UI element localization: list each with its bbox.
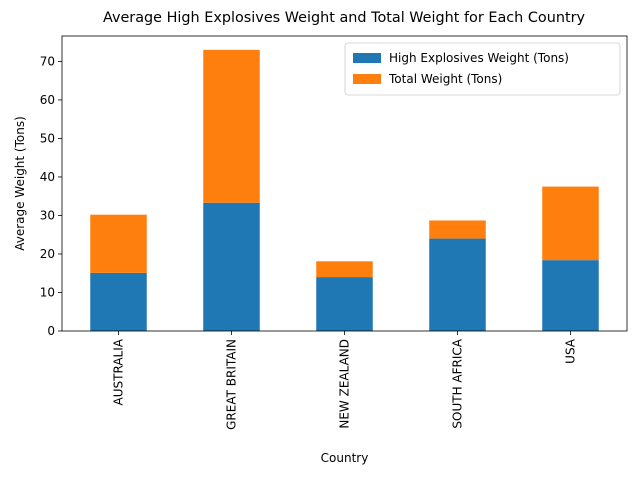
y-axis-label: Average Weight (Tons) <box>13 116 27 251</box>
bar-total-2 <box>316 261 373 278</box>
bar-high-explosives-1 <box>203 202 260 331</box>
legend-swatch <box>353 53 381 63</box>
x-tick-label: SOUTH AFRICA <box>451 338 465 428</box>
y-tick-label: 20 <box>40 247 55 261</box>
bars-group <box>90 49 599 331</box>
x-tick-label: AUSTRALIA <box>112 338 126 405</box>
legend-box <box>344 42 621 96</box>
bar-total-4 <box>542 186 599 261</box>
legend-entry-label: High Explosives Weight (Tons) <box>389 51 569 65</box>
bar-high-explosives-3 <box>429 238 486 331</box>
plot-area-frame <box>61 35 628 332</box>
y-tick-label: 0 <box>47 324 55 338</box>
bar-total-3 <box>429 220 486 239</box>
x-tick-label: NEW ZEALAND <box>338 339 352 429</box>
legend-entry-label: Total Weight (Tons) <box>388 72 502 86</box>
x-axis-label: Country <box>321 451 369 465</box>
bar-high-explosives-4 <box>542 260 599 331</box>
legend: High Explosives Weight (Tons) Total Weigh… <box>344 42 621 96</box>
x-axis-ticks: AUSTRALIA GREAT BRITAIN NEW ZEALAND SOUTH A… <box>112 331 578 430</box>
y-tick-label: 40 <box>40 170 55 184</box>
bar-total-0 <box>90 214 147 273</box>
y-axis-ticks: 0 10 20 30 40 50 60 70 <box>40 54 62 338</box>
y-tick-label: 70 <box>40 54 55 68</box>
x-tick-label: GREAT BRITAIN <box>225 339 239 430</box>
y-tick-label: 60 <box>40 93 55 107</box>
y-tick-label: 10 <box>40 285 55 299</box>
y-tick-label: 30 <box>40 208 55 222</box>
bar-high-explosives-0 <box>90 272 147 331</box>
chart-title: Average High Explosives Weight and Total… <box>103 10 586 26</box>
y-tick-label: 50 <box>40 131 55 145</box>
bar-total-1 <box>203 49 260 203</box>
legend-swatch <box>353 74 381 84</box>
bar-high-explosives-2 <box>316 277 373 331</box>
x-tick-label: USA <box>564 338 578 364</box>
